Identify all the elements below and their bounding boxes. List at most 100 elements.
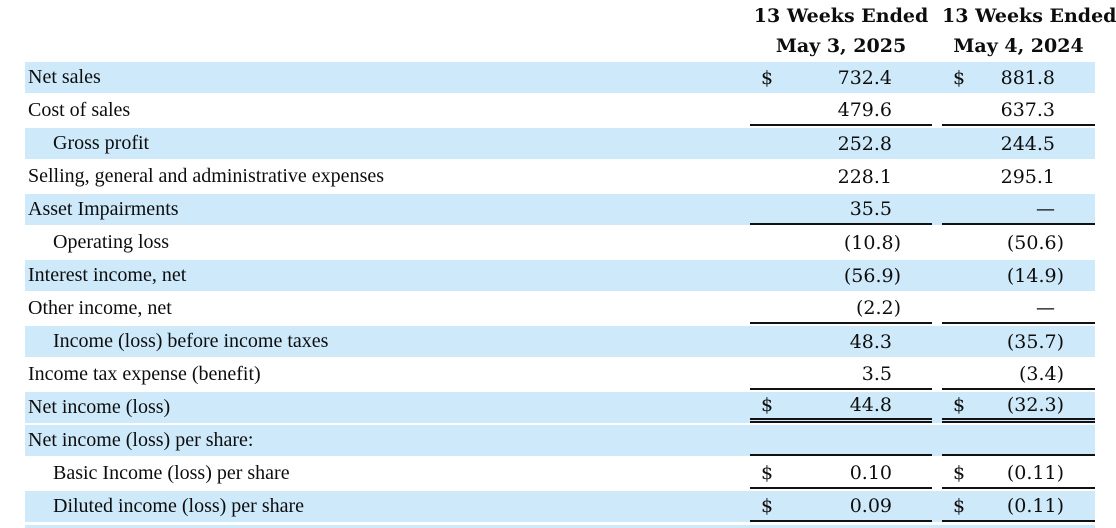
dollar-sign-cell: $ xyxy=(750,458,795,489)
column-gap-cell xyxy=(932,359,942,390)
column-gap-cell xyxy=(932,491,943,522)
next-row-partial xyxy=(25,525,1095,528)
value-text: (14.9) xyxy=(1006,264,1065,287)
col2-period-header: 13 Weeks Ended xyxy=(942,4,1116,27)
dollar-sign-cell xyxy=(750,359,795,390)
value-cell: 0.09 xyxy=(795,491,933,522)
table-row: Net income (loss) per share: xyxy=(25,425,1096,456)
value-text: 35.5 xyxy=(849,197,893,220)
dollar-sign-cell xyxy=(942,194,988,225)
value-cell: (2.2) xyxy=(795,293,933,324)
value-text: (50.6) xyxy=(1006,231,1065,254)
dollar-sign-cell xyxy=(942,161,987,192)
dollar-sign-cell xyxy=(942,326,988,357)
header-row-period: 13 Weeks Ended 13 Weeks Ended xyxy=(25,2,1116,29)
dollar-sign-cell xyxy=(942,95,988,126)
dollar-sign-cell xyxy=(750,161,795,192)
row-label: Net income (loss) per share: xyxy=(25,425,750,456)
column-gap-cell xyxy=(932,425,943,456)
table-row: Net sales $732.4 $881.8 xyxy=(25,62,1096,93)
table-row: Net income (loss) $44.8 $ (32.3) xyxy=(25,392,1096,423)
dollar-sign-cell xyxy=(750,260,795,291)
value-cell: 48.3 xyxy=(795,326,933,357)
column-gap-cell xyxy=(932,95,942,126)
table-row: Cost of sales 479.6 637.3 xyxy=(25,95,1096,126)
column-gap-cell xyxy=(932,326,943,357)
dollar-sign-cell xyxy=(750,227,795,258)
row-label: Income (loss) before income taxes xyxy=(25,326,750,357)
value-text: (0.11) xyxy=(1006,494,1065,517)
income-statement-table: 13 Weeks Ended 13 Weeks Ended May 3, 202… xyxy=(25,0,1116,524)
table-row: Other income, net (2.2) — xyxy=(25,293,1096,324)
dollar-sign-cell xyxy=(942,425,988,456)
value-text: (56.9) xyxy=(843,264,902,287)
table-row: Operating loss (10.8) (50.6) xyxy=(25,227,1095,258)
value-cell: 228.1 xyxy=(795,161,932,192)
value-cell: (50.6) xyxy=(987,227,1095,258)
value-text: — xyxy=(1036,296,1056,319)
value-cell: 295.1 xyxy=(987,161,1095,192)
row-label: Cost of sales xyxy=(28,99,131,121)
col1-period-header: 13 Weeks Ended xyxy=(753,4,929,27)
table-row: Income tax expense (benefit) 3.5 (3.4) xyxy=(25,359,1096,390)
column-gap-cell xyxy=(932,260,943,291)
value-cell: (0.11) xyxy=(987,458,1096,489)
value-cell: 881.8 xyxy=(987,62,1096,93)
column-gap-cell xyxy=(932,161,942,192)
value-text: 44.8 xyxy=(849,394,893,416)
value-cell: 252.8 xyxy=(795,128,933,159)
dollar-sign-cell xyxy=(750,128,795,159)
column-gap-cell xyxy=(932,227,942,258)
table-body: Net sales $732.4 $881.8 Cost of sales 479.6 6… xyxy=(25,62,1096,522)
column-gap-cell xyxy=(932,392,943,423)
dollar-sign-cell: $ xyxy=(750,62,795,93)
dollar-sign-cell xyxy=(942,128,988,159)
table-row: Asset Impairments 35.5 — xyxy=(25,194,1096,225)
value-text: 881.8 xyxy=(1000,66,1056,89)
dollar-sign-cell xyxy=(750,425,795,456)
column-gap-cell xyxy=(932,128,943,159)
value-cell xyxy=(987,425,1096,456)
dollar-sign-cell xyxy=(750,194,795,225)
row-label: Diluted income (loss) per share xyxy=(25,491,750,522)
value-cell: (10.8) xyxy=(795,227,932,258)
header-label-spacer xyxy=(25,2,750,29)
value-cell: 44.8 xyxy=(795,392,933,423)
column-gap-cell xyxy=(932,62,943,93)
value-text: 0.09 xyxy=(849,494,893,517)
value-cell: 244.5 xyxy=(987,128,1096,159)
column-gap-cell xyxy=(932,458,942,489)
value-text: 0.10 xyxy=(849,461,893,484)
value-cell: (35.7) xyxy=(987,326,1096,357)
table-row: Diluted income (loss) per share $0.09 $ (0.… xyxy=(25,491,1096,522)
row-label: Other income, net xyxy=(28,297,172,319)
value-text: 479.6 xyxy=(837,98,893,121)
col2-date-header: May 4, 2024 xyxy=(953,34,1084,57)
value-text: 295.1 xyxy=(1000,165,1056,188)
value-text: 228.1 xyxy=(837,165,893,188)
value-cell: (14.9) xyxy=(987,260,1096,291)
value-cell: 35.5 xyxy=(795,194,933,225)
value-text: 244.5 xyxy=(1000,132,1056,155)
row-label: Income tax expense (benefit) xyxy=(28,363,261,385)
dollar-sign-cell xyxy=(942,293,988,324)
value-text: 252.8 xyxy=(837,132,893,155)
dollar-sign-cell xyxy=(750,293,795,324)
value-cell: 637.3 xyxy=(987,95,1096,126)
dollar-sign-cell xyxy=(942,260,988,291)
value-cell: (3.4) xyxy=(987,359,1096,390)
table-row: Income (loss) before income taxes 48.3 (35… xyxy=(25,326,1096,357)
dollar-sign-cell: $ xyxy=(750,491,795,522)
row-label: Net sales xyxy=(25,62,750,93)
dollar-sign-cell: $ xyxy=(942,458,988,489)
value-text: (10.8) xyxy=(843,231,902,254)
value-text: 3.5 xyxy=(861,362,893,385)
value-cell: 0.10 xyxy=(795,458,933,489)
dollar-sign-cell: $ xyxy=(942,392,988,423)
table-header: 13 Weeks Ended 13 Weeks Ended May 3, 202… xyxy=(25,2,1116,60)
value-text: (35.7) xyxy=(1006,330,1065,353)
dollar-sign-cell xyxy=(942,359,988,390)
value-text: (2.2) xyxy=(855,296,902,319)
value-cell: (32.3) xyxy=(987,392,1096,423)
